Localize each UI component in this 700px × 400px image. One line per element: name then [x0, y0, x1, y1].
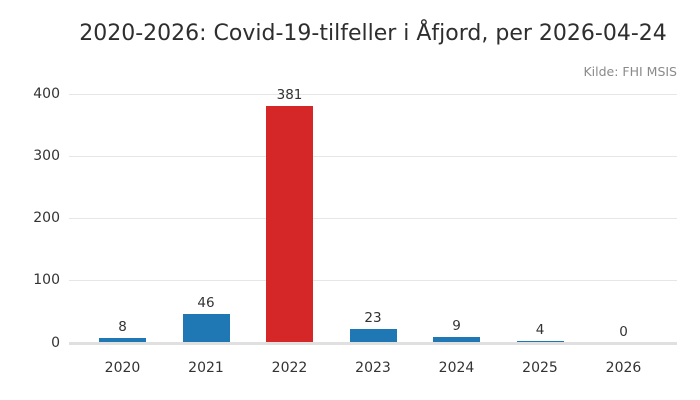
x-tick-label: 2022 — [271, 360, 308, 376]
y-tick-label: 300 — [33, 147, 60, 164]
gridline — [69, 280, 677, 282]
bar-value-label: 23 — [364, 309, 382, 326]
chart-title: 2020-2026: Covid-19-tilfeller i Åfjord, … — [79, 21, 667, 46]
x-tick-label: 2025 — [522, 360, 558, 376]
x-tick-label: 2020 — [104, 360, 141, 376]
bar-value-label: 0 — [619, 324, 628, 340]
chart-source-label: Kilde: FHI MSIS — [583, 64, 677, 79]
bar-value-label: 381 — [276, 86, 303, 103]
x-tick-label: 2023 — [355, 360, 391, 376]
bar — [182, 314, 230, 343]
y-tick-label: 400 — [33, 85, 60, 102]
bar — [266, 105, 313, 343]
bar-value-label: 9 — [452, 318, 461, 335]
bar — [99, 338, 146, 343]
gridline — [69, 218, 677, 219]
bar — [516, 340, 564, 343]
bar-value-label: 46 — [197, 295, 215, 312]
bar — [349, 328, 397, 343]
bar-value-label: 8 — [118, 319, 127, 336]
bar — [433, 337, 480, 343]
y-tick-label: 0 — [51, 334, 60, 351]
y-tick-label: 100 — [33, 272, 60, 289]
gridline — [69, 155, 677, 157]
zero-baseline — [69, 342, 677, 345]
y-tick-label: 200 — [33, 210, 60, 226]
x-tick-label: 2026 — [605, 360, 642, 376]
x-tick-label: 2021 — [188, 360, 224, 376]
plot-area: 0 100 200 300 400 8 2020 46 2021 381 2022 23 2023 9 20… — [33, 86, 677, 376]
gridline — [69, 93, 677, 95]
bar-value-label: 4 — [535, 321, 545, 338]
x-tick-label: 2024 — [438, 360, 475, 376]
